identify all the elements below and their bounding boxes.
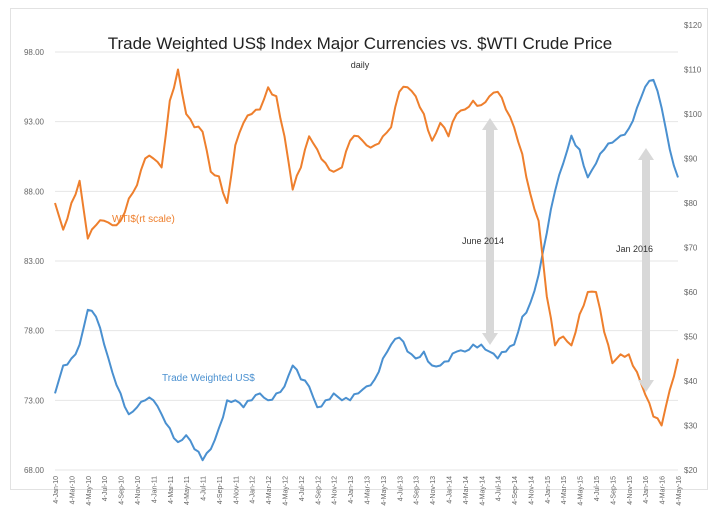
x-tick-label: 4-Jan-12 xyxy=(250,476,257,504)
x-tick-label: 4-May-12 xyxy=(283,476,290,506)
y-left-tick-label: 93.00 xyxy=(24,118,45,127)
y-left-tick-label: 73.00 xyxy=(24,396,45,405)
y-right-tick-label: $120 xyxy=(684,21,702,30)
x-tick-label: 4-Mar-10 xyxy=(69,476,76,505)
x-tick-label: 4-Nov-10 xyxy=(135,476,142,505)
x-tick-label: 4-Mar-16 xyxy=(660,476,667,505)
x-tick-label: 4-May-16 xyxy=(676,476,683,506)
june-2014-annotation: June 2014 xyxy=(462,236,504,246)
jan-2016-arrow-head-top xyxy=(638,148,654,160)
jan-2016-arrow-head-bottom xyxy=(638,380,654,392)
y-right-tick-label: $30 xyxy=(684,422,698,431)
series-line-wti xyxy=(54,68,679,427)
x-tick-label: 4-Sep-14 xyxy=(512,476,519,505)
x-tick-label: 4-Sep-10 xyxy=(119,476,126,505)
x-tick-label: 4-May-10 xyxy=(86,476,93,506)
y-right-tick-label: $20 xyxy=(684,466,698,475)
x-tick-label: 4-Jan-16 xyxy=(643,476,650,504)
wti-series-label: WTI$(rt scale) xyxy=(112,214,175,225)
y-right-tick-label: $110 xyxy=(684,66,702,75)
jan-2016-annotation: Jan 2016 xyxy=(616,244,653,254)
y-right-tick-label: $60 xyxy=(684,288,698,297)
x-tick-label: 4-Nov-15 xyxy=(627,476,634,505)
chart-frame xyxy=(10,8,708,490)
y-right-tick-label: $40 xyxy=(684,377,698,386)
y-left-tick-label: 98.00 xyxy=(24,48,45,57)
y-left-tick-label: 78.00 xyxy=(24,327,45,336)
x-tick-label: 4-Jul-13 xyxy=(397,476,404,501)
y-right-tick-label: $80 xyxy=(684,199,698,208)
chart-title: Trade Weighted US$ Index Major Currencie… xyxy=(107,34,613,53)
x-tick-label: 4-Mar-11 xyxy=(168,476,175,504)
x-tick-label: 4-Mar-14 xyxy=(463,476,470,505)
x-tick-label: 4-Nov-12 xyxy=(332,476,339,505)
x-tick-label: 4-Jul-15 xyxy=(594,476,601,501)
x-tick-label: 4-Sep-15 xyxy=(610,476,617,505)
x-tick-label: 4-Mar-13 xyxy=(365,476,372,505)
x-tick-label: 4-Nov-11 xyxy=(233,476,240,504)
x-tick-label: 4-Jan-15 xyxy=(545,476,552,504)
series-line-trade-weighted-usd xyxy=(54,78,679,462)
x-tick-label: 4-Nov-13 xyxy=(430,476,437,505)
x-tick-label: 4-Nov-14 xyxy=(528,476,535,505)
y-right-tick-label: $100 xyxy=(684,110,702,119)
x-tick-label: 4-Mar-15 xyxy=(561,476,568,505)
x-tick-label: 4-Jan-14 xyxy=(446,476,453,504)
y-left-tick-label: 68.00 xyxy=(24,466,45,475)
june-2014-arrow-head-top xyxy=(482,118,498,130)
chart-subtitle: daily xyxy=(350,60,370,70)
x-tick-label: 4-Jul-14 xyxy=(496,476,503,501)
x-tick-label: 4-Sep-12 xyxy=(315,476,322,505)
y-right-tick-label: $90 xyxy=(684,155,698,164)
x-tick-label: 4-May-11 xyxy=(184,476,191,505)
x-tick-label: 4-Sep-13 xyxy=(414,476,421,505)
y-left-tick-label: 88.00 xyxy=(24,187,45,196)
x-tick-label: 4-Jul-12 xyxy=(299,476,306,501)
x-tick-label: 4-Jul-11 xyxy=(201,476,208,501)
x-tick-label: 4-May-14 xyxy=(479,476,486,506)
x-tick-label: 4-Jan-10 xyxy=(53,476,60,504)
x-tick-label: 4-Mar-12 xyxy=(266,476,273,505)
x-tick-label: 4-Jul-10 xyxy=(102,476,109,501)
x-tick-label: 4-Jan-13 xyxy=(348,476,355,504)
x-tick-label: 4-May-15 xyxy=(578,476,585,506)
y-right-tick-label: $70 xyxy=(684,244,698,253)
y-right-tick-label: $50 xyxy=(684,333,698,342)
june-2014-arrow-head-bottom xyxy=(482,333,498,345)
usd-series-label: Trade Weighted US$ xyxy=(162,373,255,384)
x-tick-label: 4-May-13 xyxy=(381,476,388,506)
y-left-tick-label: 83.00 xyxy=(24,257,45,266)
x-tick-label: 4-Jan-11 xyxy=(151,476,158,503)
x-tick-label: 4-Sep-11 xyxy=(217,476,224,504)
